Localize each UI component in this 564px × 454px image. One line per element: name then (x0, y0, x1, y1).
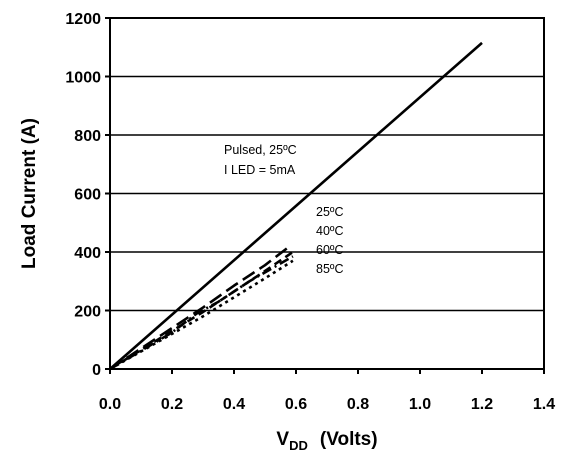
y-tick-label: 1000 (65, 70, 101, 87)
annotation-25c: 25ºC (316, 205, 344, 219)
y-axis-title: Load Current (A) (19, 118, 40, 269)
series-lines (109, 41, 483, 371)
x-tick-labels: 0.0 0.2 0.4 0.6 0.8 1.0 1.2 1.4 (99, 369, 555, 413)
y-tick-label: 0 (92, 362, 101, 379)
annotation-pulsed-25c: Pulsed, 25ºC (224, 143, 297, 157)
y-tick-label: 800 (74, 128, 101, 145)
x-axis-title-subscript: DD (289, 438, 308, 453)
y-tick-label: 1200 (65, 11, 101, 28)
gridlines (110, 17, 544, 370)
annotation-iled: I LED = 5mA (224, 163, 296, 177)
annotation-60c: 60ºC (316, 243, 344, 257)
y-tick-labels: 0 200 400 600 800 1000 1200 (65, 11, 110, 379)
x-tick-label: 0.0 (99, 396, 121, 413)
x-tick-label: 1.0 (409, 396, 431, 413)
y-tick-label: 600 (74, 187, 101, 204)
x-tick-label: 0.8 (347, 396, 369, 413)
y-tick-label: 400 (74, 245, 101, 262)
series-line (109, 259, 294, 371)
x-tick-label: 1.4 (533, 396, 555, 413)
x-axis-title-main: V (276, 429, 289, 450)
x-tick-label: 0.2 (161, 396, 183, 413)
x-axis-title: VDD (Volts) (276, 429, 377, 453)
annotation-85c: 85ºC (316, 262, 344, 276)
series-line (109, 245, 291, 371)
series-line (109, 41, 483, 370)
x-tick-label: 0.6 (285, 396, 307, 413)
x-tick-label: 0.4 (223, 396, 245, 413)
annotation-40c: 40ºC (316, 224, 344, 238)
x-tick-label: 1.2 (471, 396, 493, 413)
y-tick-label: 200 (74, 304, 101, 321)
x-axis-title-units: (Volts) (320, 429, 378, 450)
